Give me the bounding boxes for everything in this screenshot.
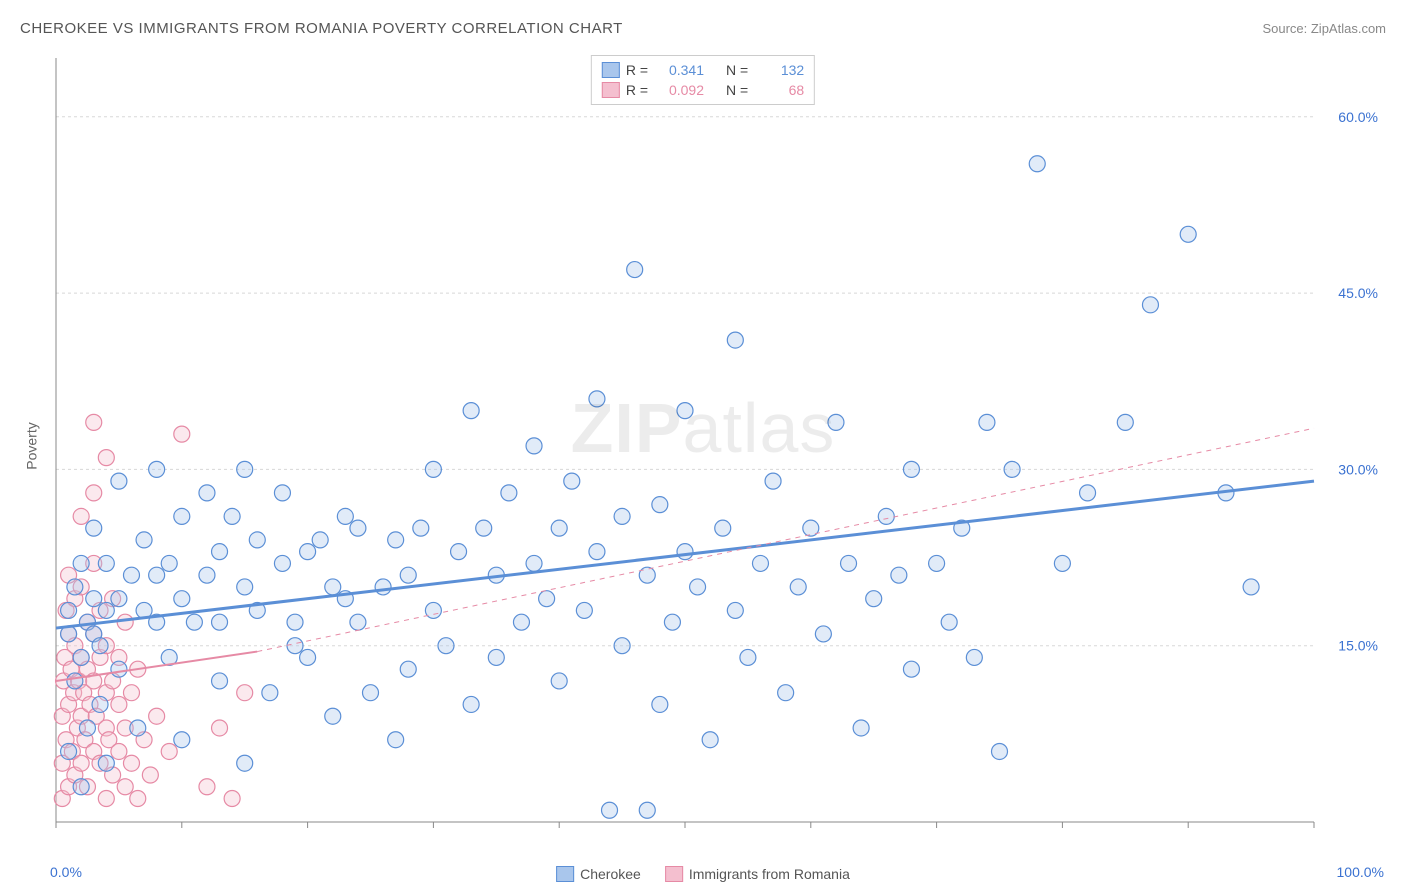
legend-swatch	[602, 82, 620, 98]
chart-area: 15.0% 30.0% 45.0% 60.0%	[50, 50, 1386, 852]
x-axis-min: 0.0%	[50, 864, 82, 880]
r-value: 0.341	[654, 62, 704, 78]
legend-series-item: Cherokee	[556, 866, 641, 882]
source-label: Source: ZipAtlas.com	[1262, 21, 1386, 36]
x-axis-max: 100.0%	[1337, 864, 1384, 880]
scatter-plot: 15.0% 30.0% 45.0% 60.0%	[50, 50, 1386, 852]
y-axis-label: Poverty	[24, 422, 40, 469]
legend-row: R = 0.341 N = 132	[602, 60, 804, 80]
legend-swatch	[665, 866, 683, 882]
n-label: N =	[726, 62, 748, 78]
legend-swatch	[556, 866, 574, 882]
n-label: N =	[726, 82, 748, 98]
r-label: R =	[626, 82, 648, 98]
legend-row: R = 0.092 N = 68	[602, 80, 804, 100]
n-value: 132	[754, 62, 804, 78]
r-value: 0.092	[654, 82, 704, 98]
legend-series-label: Immigrants from Romania	[689, 866, 850, 882]
svg-text:30.0%: 30.0%	[1338, 461, 1378, 477]
legend-series: Cherokee Immigrants from Romania	[556, 866, 850, 882]
svg-text:15.0%: 15.0%	[1338, 638, 1378, 654]
chart-title: CHEROKEE VS IMMIGRANTS FROM ROMANIA POVE…	[20, 20, 623, 37]
svg-text:45.0%: 45.0%	[1338, 285, 1378, 301]
svg-text:60.0%: 60.0%	[1338, 109, 1378, 125]
legend-series-label: Cherokee	[580, 866, 641, 882]
legend-correlation: R = 0.341 N = 132 R = 0.092 N = 68	[591, 55, 815, 105]
legend-series-item: Immigrants from Romania	[665, 866, 850, 882]
r-label: R =	[626, 62, 648, 78]
legend-swatch	[602, 62, 620, 78]
n-value: 68	[754, 82, 804, 98]
